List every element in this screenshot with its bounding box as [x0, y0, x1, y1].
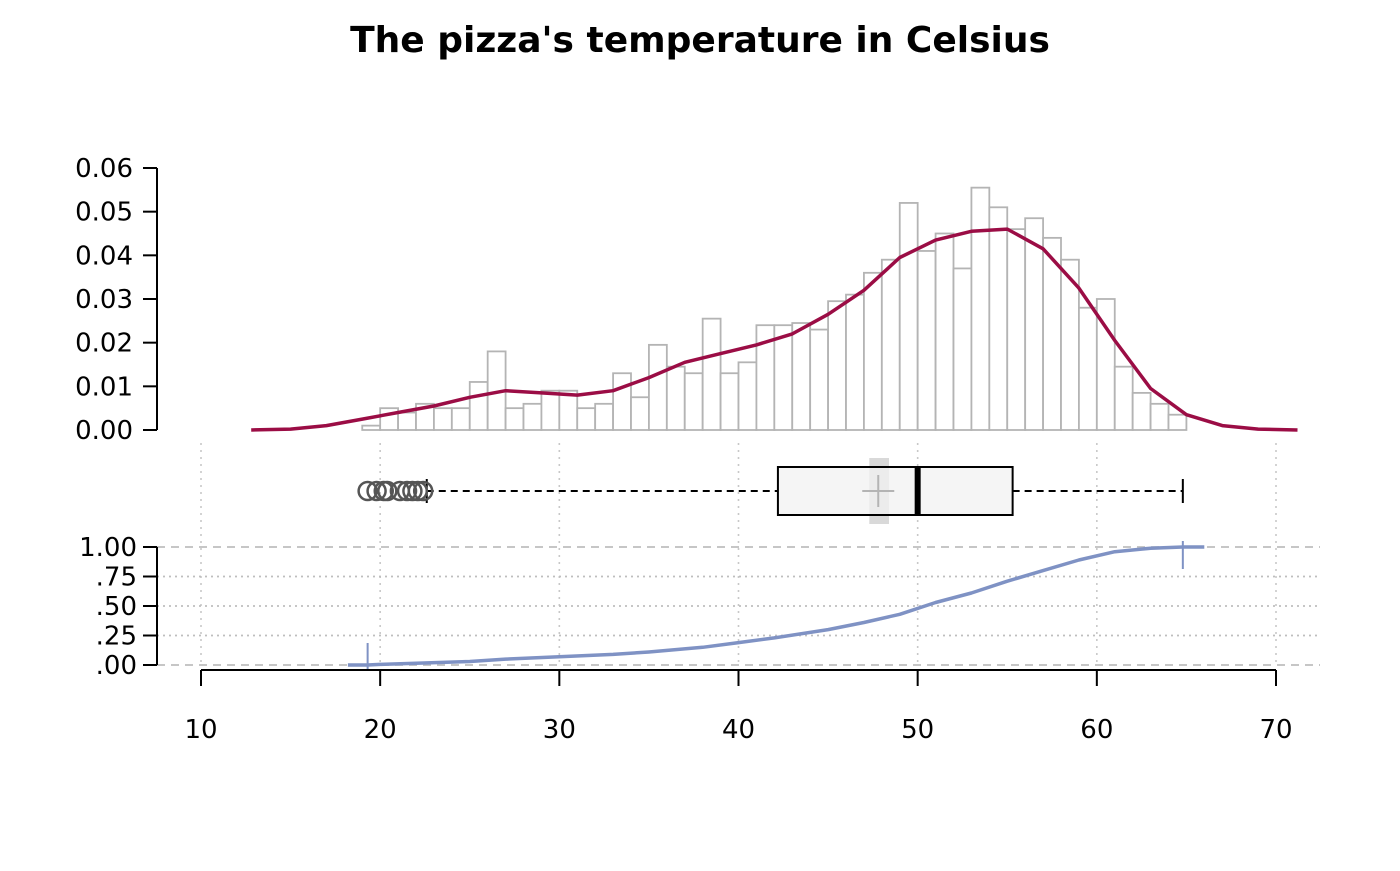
histogram-bar	[988, 206, 1009, 431]
histogram-bar	[916, 250, 937, 431]
ecdf-y-tick-label: .00	[96, 651, 137, 681]
histogram-bar	[701, 317, 722, 431]
histogram-bar	[773, 324, 794, 431]
boxplot-panel	[357, 458, 1184, 524]
boxplot-outlier	[402, 480, 423, 502]
histogram-bar	[845, 293, 865, 431]
histogram-bar	[361, 424, 382, 431]
histogram-y-tick-label: 0.01	[75, 372, 133, 402]
histogram-bar	[1024, 217, 1044, 431]
x-axis-tick-label: 20	[364, 715, 397, 745]
histogram-bar	[522, 402, 543, 431]
ecdf-curve	[347, 545, 1205, 667]
histogram-bar	[468, 381, 489, 431]
histogram-bar	[576, 407, 597, 431]
ecdf-panel: .00.25.50.751.00	[79, 533, 1320, 681]
histogram-bar	[1006, 228, 1027, 431]
histogram-bar	[1167, 413, 1188, 431]
histogram-y-tick-label: 0.00	[75, 416, 133, 446]
histogram-bar	[1131, 391, 1152, 431]
histogram-bar	[1149, 402, 1170, 431]
histogram-bar	[450, 407, 471, 431]
x-axis-tick-label: 60	[1080, 715, 1113, 745]
vertical-gridlines	[200, 443, 1277, 665]
x-axis-tick-label: 40	[722, 715, 755, 745]
boxplot-outlier	[366, 480, 387, 502]
histogram-bar	[898, 202, 919, 431]
histogram-bar	[1113, 365, 1134, 431]
histogram-bar	[737, 361, 758, 431]
histogram-y-tick-label: 0.06	[75, 154, 133, 184]
boxplot-outlier	[396, 480, 418, 502]
histogram-panel: 0.00 0.01 0.02 0.03 0.04 0.05 0.06	[75, 154, 1298, 446]
boxplot-outlier	[377, 480, 398, 502]
histogram-bar	[397, 411, 417, 431]
histogram-bar	[612, 372, 632, 431]
histogram-bar	[665, 365, 686, 431]
histogram-bar	[970, 186, 991, 431]
histogram-bar	[952, 267, 973, 431]
ecdf-y-tick-label: .25	[96, 622, 137, 652]
ecdf-y-tick-label: .75	[96, 563, 137, 593]
x-axis: 10 20 30 40 50 60 70	[184, 669, 1293, 745]
boxplot-outlier	[407, 480, 429, 502]
x-axis-tick-label: 70	[1259, 715, 1292, 745]
boxplot-outlier	[412, 480, 434, 502]
chart-title: The pizza's temperature in Celsius	[350, 20, 1050, 61]
histogram-y-tick-label: 0.05	[75, 198, 133, 228]
x-axis-tick-label: 10	[184, 715, 217, 745]
histogram-y-tick-label: 0.04	[75, 241, 133, 271]
histogram-bar	[809, 328, 829, 431]
histogram-bar	[863, 271, 883, 431]
histogram-bar	[540, 389, 561, 431]
histogram-y-tick-label: 0.02	[75, 329, 133, 359]
histogram-bar	[683, 372, 704, 431]
histogram-bar	[504, 407, 525, 431]
histogram-bar	[433, 407, 453, 431]
histogram-bar	[880, 258, 901, 431]
histogram-bar	[934, 232, 955, 431]
histogram-bar	[594, 402, 614, 431]
histogram-bar	[791, 322, 812, 431]
density-curve	[251, 227, 1298, 432]
x-axis-tick-label: 50	[901, 715, 934, 745]
ecdf-y-tick-label: 1.00	[79, 533, 137, 563]
histogram-bar	[719, 372, 740, 431]
boxplot-outlier	[357, 480, 378, 502]
histogram-bar	[1078, 306, 1098, 431]
histogram-bar	[827, 300, 847, 431]
histogram-bar	[630, 396, 650, 431]
histogram-bar	[648, 343, 668, 431]
x-axis-tick-label: 30	[543, 715, 576, 745]
histogram-y-tick-label: 0.03	[75, 285, 133, 315]
ecdf-y-tick-label: .50	[96, 592, 137, 622]
boxplot-box	[776, 466, 1014, 516]
